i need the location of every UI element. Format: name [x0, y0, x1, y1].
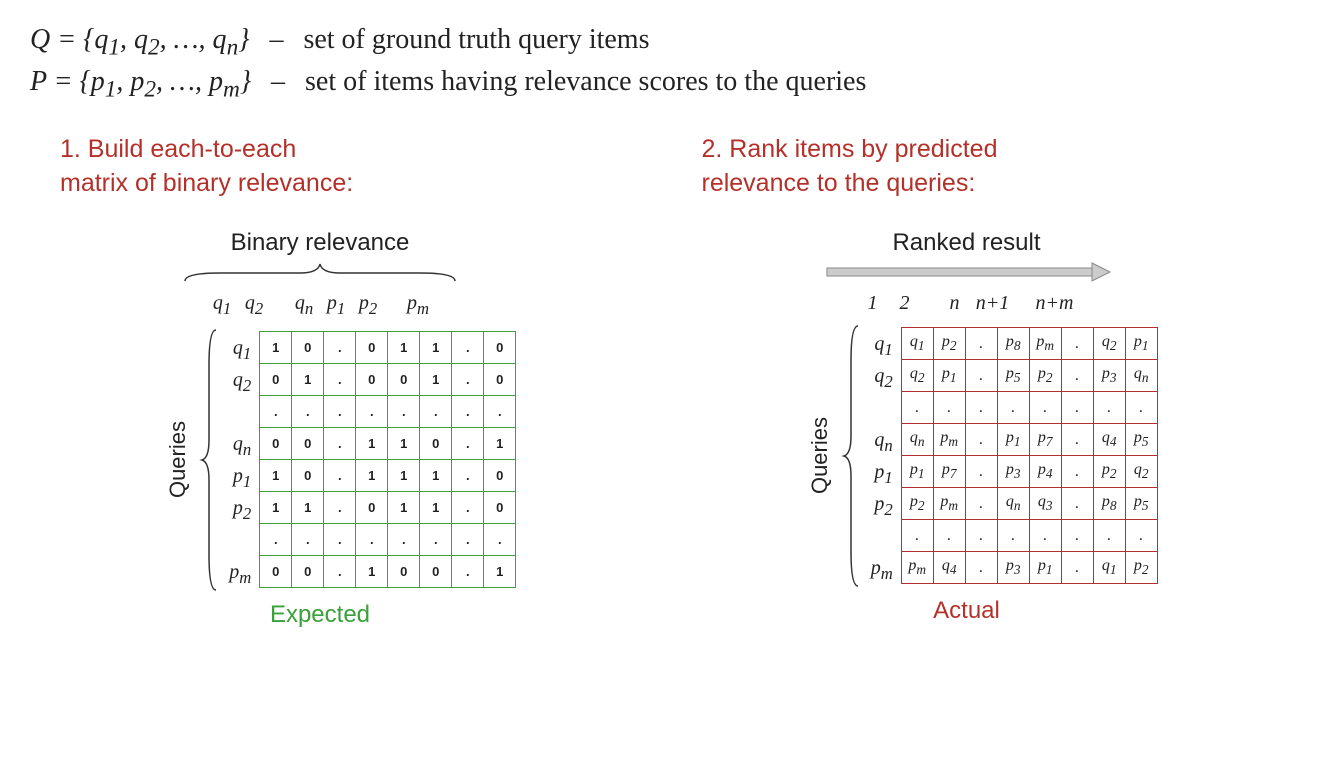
step1-bottom-label: Expected	[180, 601, 460, 629]
step2-title: Ranked result	[822, 229, 1112, 257]
definition-p: P = {p1, p2, …, pm} – set of items havin…	[30, 66, 1293, 104]
queries-label-left: Queries	[165, 421, 191, 498]
definition-q-lhs: Q = {q1, q2, …, qn}	[30, 24, 249, 62]
step2-panel: 2. Rank items by predicted relevance to …	[702, 133, 1264, 629]
brace-left-icon	[841, 321, 861, 591]
step1-panel: 1. Build each-to-each matrix of binary r…	[60, 133, 622, 629]
queries-label-right: Queries	[807, 417, 833, 494]
step2-matrix: q1p2.p8pm.q2p1q2p1.p5p2.p3qn........qnpm…	[901, 327, 1158, 584]
step1-matrix: 10.011.001.001.0........00.110.110.111.0…	[259, 331, 516, 588]
step1-heading: 1. Build each-to-each matrix of binary r…	[60, 133, 622, 201]
step2-heading: 2. Rank items by predicted relevance to …	[702, 133, 1264, 201]
step2-row-headers: q1q2qnp1p2pm	[865, 328, 893, 584]
step2-col-headers: 12nn+1n+m	[822, 292, 1112, 315]
step1-col-headers: q1q2qnp1p2pm	[180, 292, 460, 319]
definitions: Q = {q1, q2, …, qn} – set of ground trut…	[30, 24, 1293, 103]
brace-left-icon	[199, 325, 219, 595]
step1-title: Binary relevance	[180, 229, 460, 257]
step1-row-headers: q1q2qnp1p2pm	[223, 332, 251, 588]
definition-p-lhs: P = {p1, p2, …, pm}	[30, 66, 251, 104]
step2-bottom-label: Actual	[822, 597, 1112, 625]
brace-top-icon	[180, 261, 460, 283]
definition-q-desc: set of ground truth query items	[303, 24, 649, 56]
definition-q: Q = {q1, q2, …, qn} – set of ground trut…	[30, 24, 1293, 62]
definition-p-desc: set of items having relevance scores to …	[305, 66, 866, 98]
arrow-right-icon	[822, 261, 1112, 283]
